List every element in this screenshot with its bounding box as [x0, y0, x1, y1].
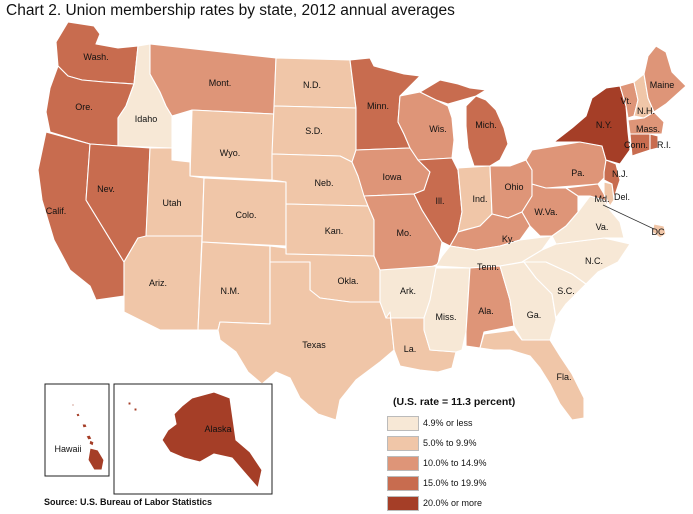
state-label-nc: N.C. [585, 256, 603, 266]
state-label-co: Colo. [235, 210, 256, 220]
legend-label: 20.0% or more [423, 498, 483, 508]
state-label-ar: Ark. [400, 286, 416, 296]
state-label-la: La. [404, 344, 417, 354]
state-wy [189, 109, 275, 181]
state-md [565, 183, 611, 211]
legend-label: 5.0% to 9.9% [423, 438, 477, 448]
state-label-ny: N.Y. [596, 120, 612, 130]
state-label-nv: Nev. [97, 184, 115, 194]
state-label-ct: Conn. [624, 140, 648, 150]
alaska-aleutian-islands [127, 401, 163, 461]
state-label-ky: Ky. [502, 234, 514, 244]
state-label-vt: Vt. [620, 96, 631, 106]
legend-item: 15.0% to 19.9% [387, 474, 547, 492]
state-ny [553, 85, 631, 165]
map-title: Chart 2. Union membership rates by state… [6, 2, 455, 19]
state-label-ak: Alaska [204, 424, 231, 434]
state-label-in: Ind. [472, 194, 487, 204]
legend-label: 4.9% or less [423, 418, 473, 428]
state-label-mt: Mont. [209, 78, 232, 88]
state-label-mo: Mo. [396, 228, 411, 238]
state-label-il: Ill. [436, 196, 445, 206]
state-label-tx: Texas [302, 340, 326, 350]
legend-title: (U.S. rate = 11.3 percent) [393, 396, 516, 408]
state-fl [479, 329, 585, 421]
state-label-ne: Neb. [314, 178, 333, 188]
state-label-nh: N.H. [637, 106, 655, 116]
legend-swatch [387, 475, 419, 491]
legend-label: 15.0% to 19.9% [423, 478, 487, 488]
state-label-nj: N.J. [612, 169, 628, 179]
legend-swatch [387, 455, 419, 471]
state-label-md: Md. [594, 194, 609, 204]
state-me [643, 45, 687, 113]
state-label-oh: Ohio [504, 182, 523, 192]
state-label-dc: DC [652, 227, 665, 237]
state-nc [521, 237, 631, 285]
state-label-wv: W.Va. [534, 207, 557, 217]
state-hi [71, 403, 105, 471]
state-pa [525, 141, 607, 189]
state-label-wi: Wis. [429, 124, 447, 134]
legend-item: 10.0% to 14.9% [387, 454, 547, 472]
state-label-id: Idaho [135, 114, 158, 124]
state-label-sd: S.D. [305, 126, 323, 136]
state-label-nm: N.M. [221, 286, 240, 296]
source-note: Source: U.S. Bureau of Labor Statistics [44, 497, 213, 507]
state-label-mn: Minn. [367, 101, 389, 111]
state-dc [651, 223, 667, 239]
state-label-pa: Pa. [571, 168, 585, 178]
state-label-ma: Mass. [636, 124, 660, 134]
state-label-de: Del. [614, 192, 630, 202]
legend-swatch [387, 495, 419, 511]
state-label-me: Maine [650, 80, 675, 90]
state-label-hi: Hawaii [54, 444, 81, 454]
state-label-ks: Kan. [325, 226, 344, 236]
dc-leader-line [602, 204, 655, 230]
state-label-ca: Calif. [46, 206, 67, 216]
legend-item: 5.0% to 9.9% [387, 434, 547, 452]
state-label-az: Ariz. [149, 278, 167, 288]
state-label-ok: Okla. [337, 276, 358, 286]
legend-swatch [387, 435, 419, 451]
state-label-tn: Tenn. [477, 262, 499, 272]
alaska-inset-frame [113, 383, 273, 495]
state-ak [161, 391, 263, 489]
state-label-va: Va. [596, 222, 609, 232]
hawaii-inset-frame [44, 383, 110, 477]
state-label-wy: Wyo. [220, 148, 240, 158]
state-label-fl: Fla. [556, 372, 571, 382]
state-label-ut: Utah [162, 198, 181, 208]
state-label-wa: Wash. [83, 52, 108, 62]
state-label-or: Ore. [75, 102, 93, 112]
state-ri [649, 133, 659, 151]
state-label-al: Ala. [478, 306, 494, 316]
state-tx [217, 261, 395, 421]
state-label-ia: Iowa [382, 172, 401, 182]
state-label-nd: N.D. [303, 80, 321, 90]
state-label-ga: Ga. [527, 310, 542, 320]
legend-item: 4.9% or less [387, 414, 547, 432]
state-label-ms: Miss. [436, 312, 457, 322]
legend-swatch [387, 415, 419, 431]
state-nj [603, 159, 621, 199]
state-label-ri: R.I. [657, 140, 671, 150]
state-label-mi: Mich. [475, 120, 497, 130]
legend-item: 20.0% or more [387, 494, 547, 512]
legend-label: 10.0% to 14.9% [423, 458, 487, 468]
state-mi [419, 79, 509, 167]
legend: (U.S. rate = 11.3 percent) 4.9% or less … [387, 396, 547, 514]
state-label-sc: S.C. [557, 286, 575, 296]
